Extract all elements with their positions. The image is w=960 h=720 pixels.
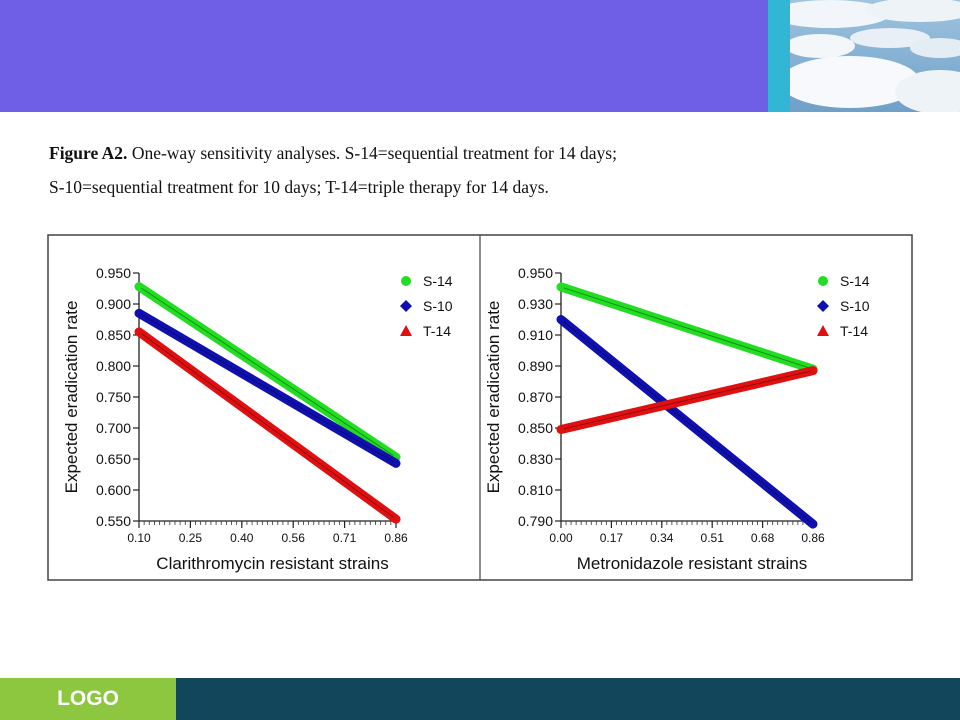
chart1-series-s-14-centerline bbox=[138, 286, 397, 458]
caption-text-1: One-way sensitivity analyses. S-14=seque… bbox=[127, 143, 617, 163]
chart1-y-tick-label: 0.750 bbox=[96, 389, 131, 405]
chart-panel-metronidazole: 0.950 0.930 0.910 0.890 0.870 0.850 0.830 0.810… bbox=[484, 265, 870, 573]
chart1-y-tick-label: 0.550 bbox=[96, 513, 131, 529]
chart2-y-tick-label: 0.930 bbox=[518, 296, 553, 312]
chart2-series-s-10-point bbox=[810, 521, 816, 528]
caption-label: Figure A2. bbox=[49, 143, 128, 163]
chart2-x-tick-label: 0.68 bbox=[751, 531, 775, 545]
chart1-x-tick-label: 0.10 bbox=[127, 531, 151, 545]
chart2-series-t-14-point bbox=[558, 426, 564, 433]
chart1-y-tick-label: 0.600 bbox=[96, 482, 131, 498]
chart1-y-tick-label: 0.850 bbox=[96, 327, 131, 343]
figure-panels: 0.950 0.900 0.850 0.800 0.750 0.700 0.650 0.600… bbox=[47, 234, 913, 581]
chart2-y-tick-label: 0.910 bbox=[518, 327, 553, 343]
chart2-legend-s-10-marker bbox=[817, 300, 829, 312]
chart1-legend-t-14-marker bbox=[400, 325, 412, 336]
chart2-series-s-14-centerline bbox=[560, 286, 814, 370]
chart1-series-t-14-centerline bbox=[138, 331, 397, 520]
chart2-legend-t-14-label: T-14 bbox=[840, 323, 868, 339]
chart1-x-tick-label: 0.40 bbox=[230, 531, 254, 545]
chart2-y-tick-label: 0.830 bbox=[518, 451, 553, 467]
caption-line-1: Figure A2. One-way sensitivity analyses.… bbox=[49, 136, 929, 170]
chart2-y-axis-label: Expected eradication rate bbox=[484, 301, 503, 494]
chart2-y-tick-label: 0.810 bbox=[518, 482, 553, 498]
chart1-x-tick-label: 0.25 bbox=[179, 531, 203, 545]
chart2-series-t-14-centerline bbox=[560, 370, 814, 431]
chart1-series-t-14-line bbox=[134, 327, 401, 524]
chart2-series-s-10-point bbox=[558, 316, 564, 323]
chart1-x-tick-label: 0.56 bbox=[282, 531, 306, 545]
chart1-x-axis-label: Clarithromycin resistant strains bbox=[156, 554, 388, 573]
chart2-series-t-14-line bbox=[556, 366, 818, 435]
chart1-series-s-10-point bbox=[136, 310, 142, 317]
footer-logo: LOGO bbox=[0, 678, 176, 720]
chart2-x-axis-label: Metronidazole resistant strains bbox=[577, 554, 808, 573]
chart1-y-tick-label: 0.700 bbox=[96, 420, 131, 436]
chart2-y-tick-label: 0.950 bbox=[518, 265, 553, 281]
chart1-legend-s-14-label: S-14 bbox=[423, 273, 453, 289]
chart1-series-s-10-line bbox=[134, 308, 401, 468]
chart1-x-tick-label: 0.86 bbox=[384, 531, 408, 545]
chart2-legend-s-14-marker bbox=[818, 276, 828, 286]
chart1-y-tick-label: 0.950 bbox=[96, 265, 131, 281]
chart1-series-t-14-point bbox=[136, 328, 142, 335]
chart1-legend-t-14-label: T-14 bbox=[423, 323, 451, 339]
chart2-series-s-14-line bbox=[556, 282, 818, 374]
chart1-x-tick-label: 0.71 bbox=[333, 531, 357, 545]
caption-line-2: S-10=sequential treatment for 10 days; T… bbox=[49, 177, 549, 197]
chart-panel-clarithromycin: 0.950 0.900 0.850 0.800 0.750 0.700 0.650 0.600… bbox=[62, 265, 453, 573]
chart1-series-s-14-point bbox=[136, 283, 142, 290]
chart1-y-axis-label: Expected eradication rate bbox=[62, 301, 81, 494]
chart1-y-tick-label: 0.900 bbox=[96, 296, 131, 312]
chart2-y-tick-label: 0.870 bbox=[518, 389, 553, 405]
chart2-legend-s-14-label: S-14 bbox=[840, 273, 870, 289]
chart2-series-s-10-line bbox=[556, 315, 818, 529]
chart2-x-tick-label: 0.34 bbox=[650, 531, 674, 545]
chart2-legend-t-14-marker bbox=[817, 325, 829, 336]
figure-caption: Figure A2. One-way sensitivity analyses.… bbox=[49, 136, 929, 204]
chart1-series-s-14-line bbox=[134, 282, 401, 462]
chart2-legend-s-10-label: S-10 bbox=[840, 298, 870, 314]
chart1-y-tick-label: 0.800 bbox=[96, 358, 131, 374]
chart1-legend-s-10-marker bbox=[400, 300, 412, 312]
footer-bar bbox=[176, 678, 960, 720]
chart2-y-tick-label: 0.850 bbox=[518, 420, 553, 436]
chart2-series-s-10-centerline bbox=[560, 319, 814, 525]
chart1-series-s-10-point bbox=[393, 460, 399, 467]
chart2-series-s-14-point bbox=[558, 283, 564, 290]
chart2-x-tick-label: 0.17 bbox=[600, 531, 624, 545]
chart2-series-t-14-point bbox=[810, 367, 816, 374]
chart1-legend-s-10-label: S-10 bbox=[423, 298, 453, 314]
chart2-x-tick-label: 0.51 bbox=[701, 531, 725, 545]
header-snow-image bbox=[790, 0, 960, 112]
chart1-legend-s-14-marker bbox=[401, 276, 411, 286]
header-bar bbox=[0, 0, 768, 112]
chart1-y-tick-label: 0.650 bbox=[96, 451, 131, 467]
chart2-x-tick-label: 0.86 bbox=[801, 531, 825, 545]
chart2-y-tick-label: 0.890 bbox=[518, 358, 553, 374]
chart1-series-t-14-point bbox=[393, 516, 399, 523]
chart2-x-tick-label: 0.00 bbox=[549, 531, 573, 545]
chart1-series-s-10-centerline bbox=[138, 312, 397, 464]
chart2-y-tick-label: 0.790 bbox=[518, 513, 553, 529]
header-stripe bbox=[768, 0, 790, 112]
